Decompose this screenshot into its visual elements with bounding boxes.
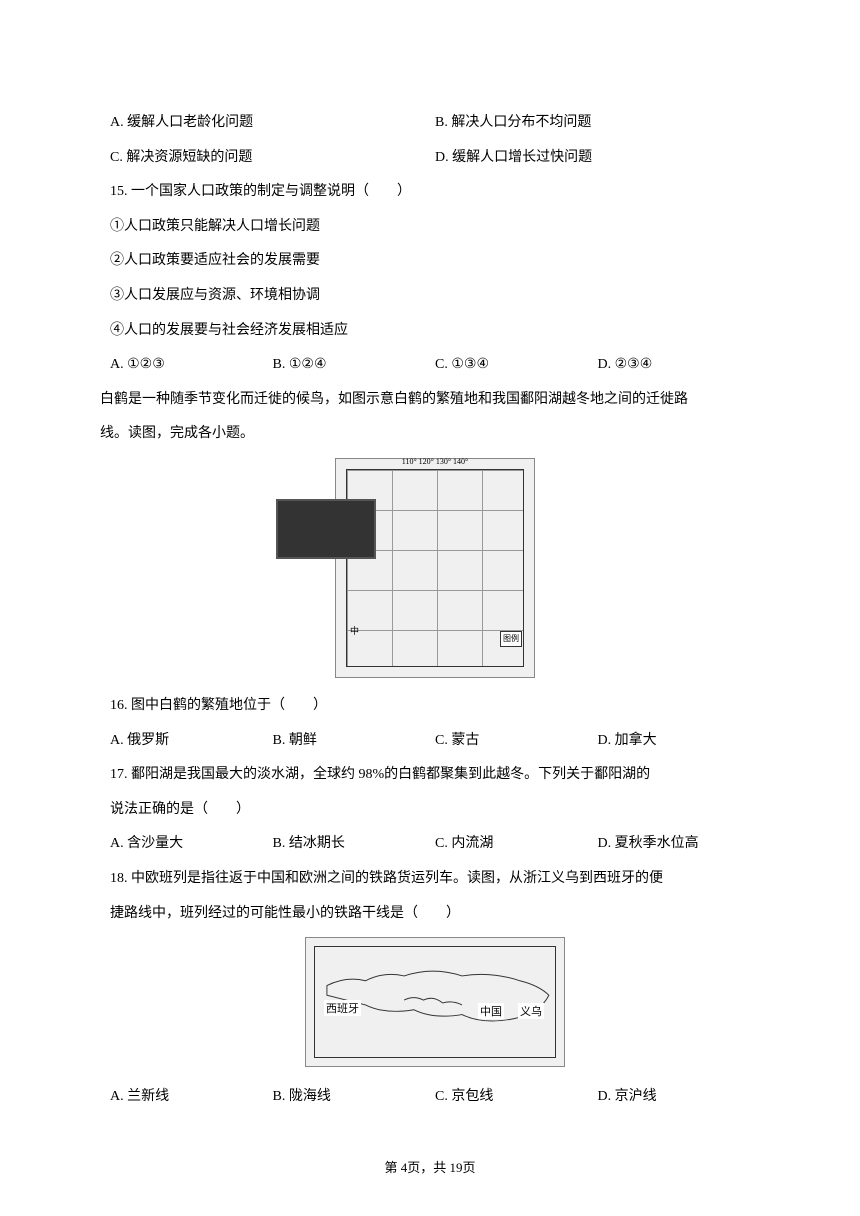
q15-option-c: C. ①③④ [435,352,598,379]
figure1-legend: 图例 [500,631,522,647]
figure1-container: 110° 120° 130° 140° 图例 中 [110,458,760,683]
q17-option-b: B. 结冰期长 [273,831,436,858]
q17-stem-line2: 说法正确的是（ ） [110,797,760,824]
q18-option-a: A. 兰新线 [110,1084,273,1111]
q18-option-c: C. 京包线 [435,1084,598,1111]
figure1-longitudes: 110° 120° 130° 140° [336,457,534,466]
q14-options-row2: C. 解决资源短缺的问题 D. 缓解人口增长过快问题 [110,145,760,172]
figure2-label-yiwu: 义乌 [518,1003,544,1019]
q14-option-b: B. 解决人口分布不均问题 [435,110,760,137]
q16-option-c: C. 蒙古 [435,728,598,755]
q17-option-d: D. 夏秋季水位高 [598,831,761,858]
q15-option-a: A. ①②③ [110,352,273,379]
q14-option-c: C. 解决资源短缺的问题 [110,145,435,172]
q14-option-d: D. 缓解人口增长过快问题 [435,145,760,172]
q18-stem-line1: 18. 中欧班列是指往返于中国和欧洲之间的铁路货运列车。读图，从浙江义乌到西班牙… [110,866,760,893]
figure2-map: 西班牙 中国 义乌 [305,937,565,1067]
q17-options-row: A. 含沙量大 B. 结冰期长 C. 内流湖 D. 夏秋季水位高 [110,831,760,858]
passage1-line2: 线。读图，完成各小题。 [100,421,760,448]
q18-option-b: B. 陇海线 [273,1084,436,1111]
q15-statement-3: ③人口发展应与资源、环境相协调 [110,283,760,310]
q18-option-d: D. 京沪线 [598,1084,761,1111]
figure2-label-china: 中国 [478,1003,504,1019]
q15-statement-4: ④人口的发展要与社会经济发展相适应 [110,318,760,345]
q17-stem-line1: 17. 鄱阳湖是我国最大的淡水湖，全球约 98%的白鹤都聚集到此越冬。下列关于鄱… [110,762,760,789]
figure1-inset-photo [276,499,376,559]
q14-option-a: A. 缓解人口老龄化问题 [110,110,435,137]
figure2-container: 西班牙 中国 义乌 [110,937,760,1072]
q16-option-b: B. 朝鲜 [273,728,436,755]
q15-options-row: A. ①②③ B. ①②④ C. ①③④ D. ②③④ [110,352,760,379]
q16-options-row: A. 俄罗斯 B. 朝鲜 C. 蒙古 D. 加拿大 [110,728,760,755]
q15-statement-2: ②人口政策要适应社会的发展需要 [110,248,760,275]
q18-options-row: A. 兰新线 B. 陇海线 C. 京包线 D. 京沪线 [110,1084,760,1111]
figure2-label-spain: 西班牙 [324,1000,361,1016]
page-footer: 第 4页，共 19页 [0,1157,860,1176]
passage1-line1: 白鹤是一种随季节变化而迁徙的候鸟，如图示意白鹤的繁殖地和我国鄱阳湖越冬地之间的迁… [100,387,760,414]
figure1-label-china: 中 [350,624,359,637]
q15-option-b: B. ①②④ [273,352,436,379]
q16-option-a: A. 俄罗斯 [110,728,273,755]
q17-option-c: C. 内流湖 [435,831,598,858]
q16-option-d: D. 加拿大 [598,728,761,755]
q16-stem: 16. 图中白鹤的繁殖地位于（ ） [110,693,760,720]
q17-option-a: A. 含沙量大 [110,831,273,858]
q15-statement-1: ①人口政策只能解决人口增长问题 [110,214,760,241]
q15-stem: 15. 一个国家人口政策的制定与调整说明（ ） [110,179,760,206]
figure1-legend-title: 图例 [503,634,519,644]
q14-options-row1: A. 缓解人口老龄化问题 B. 解决人口分布不均问题 [110,110,760,137]
q15-option-d: D. ②③④ [598,352,761,379]
figure1-map: 110° 120° 130° 140° 图例 中 [335,458,535,678]
q18-stem-line2: 捷路线中，班列经过的可能性最小的铁路干线是（ ） [110,901,760,928]
